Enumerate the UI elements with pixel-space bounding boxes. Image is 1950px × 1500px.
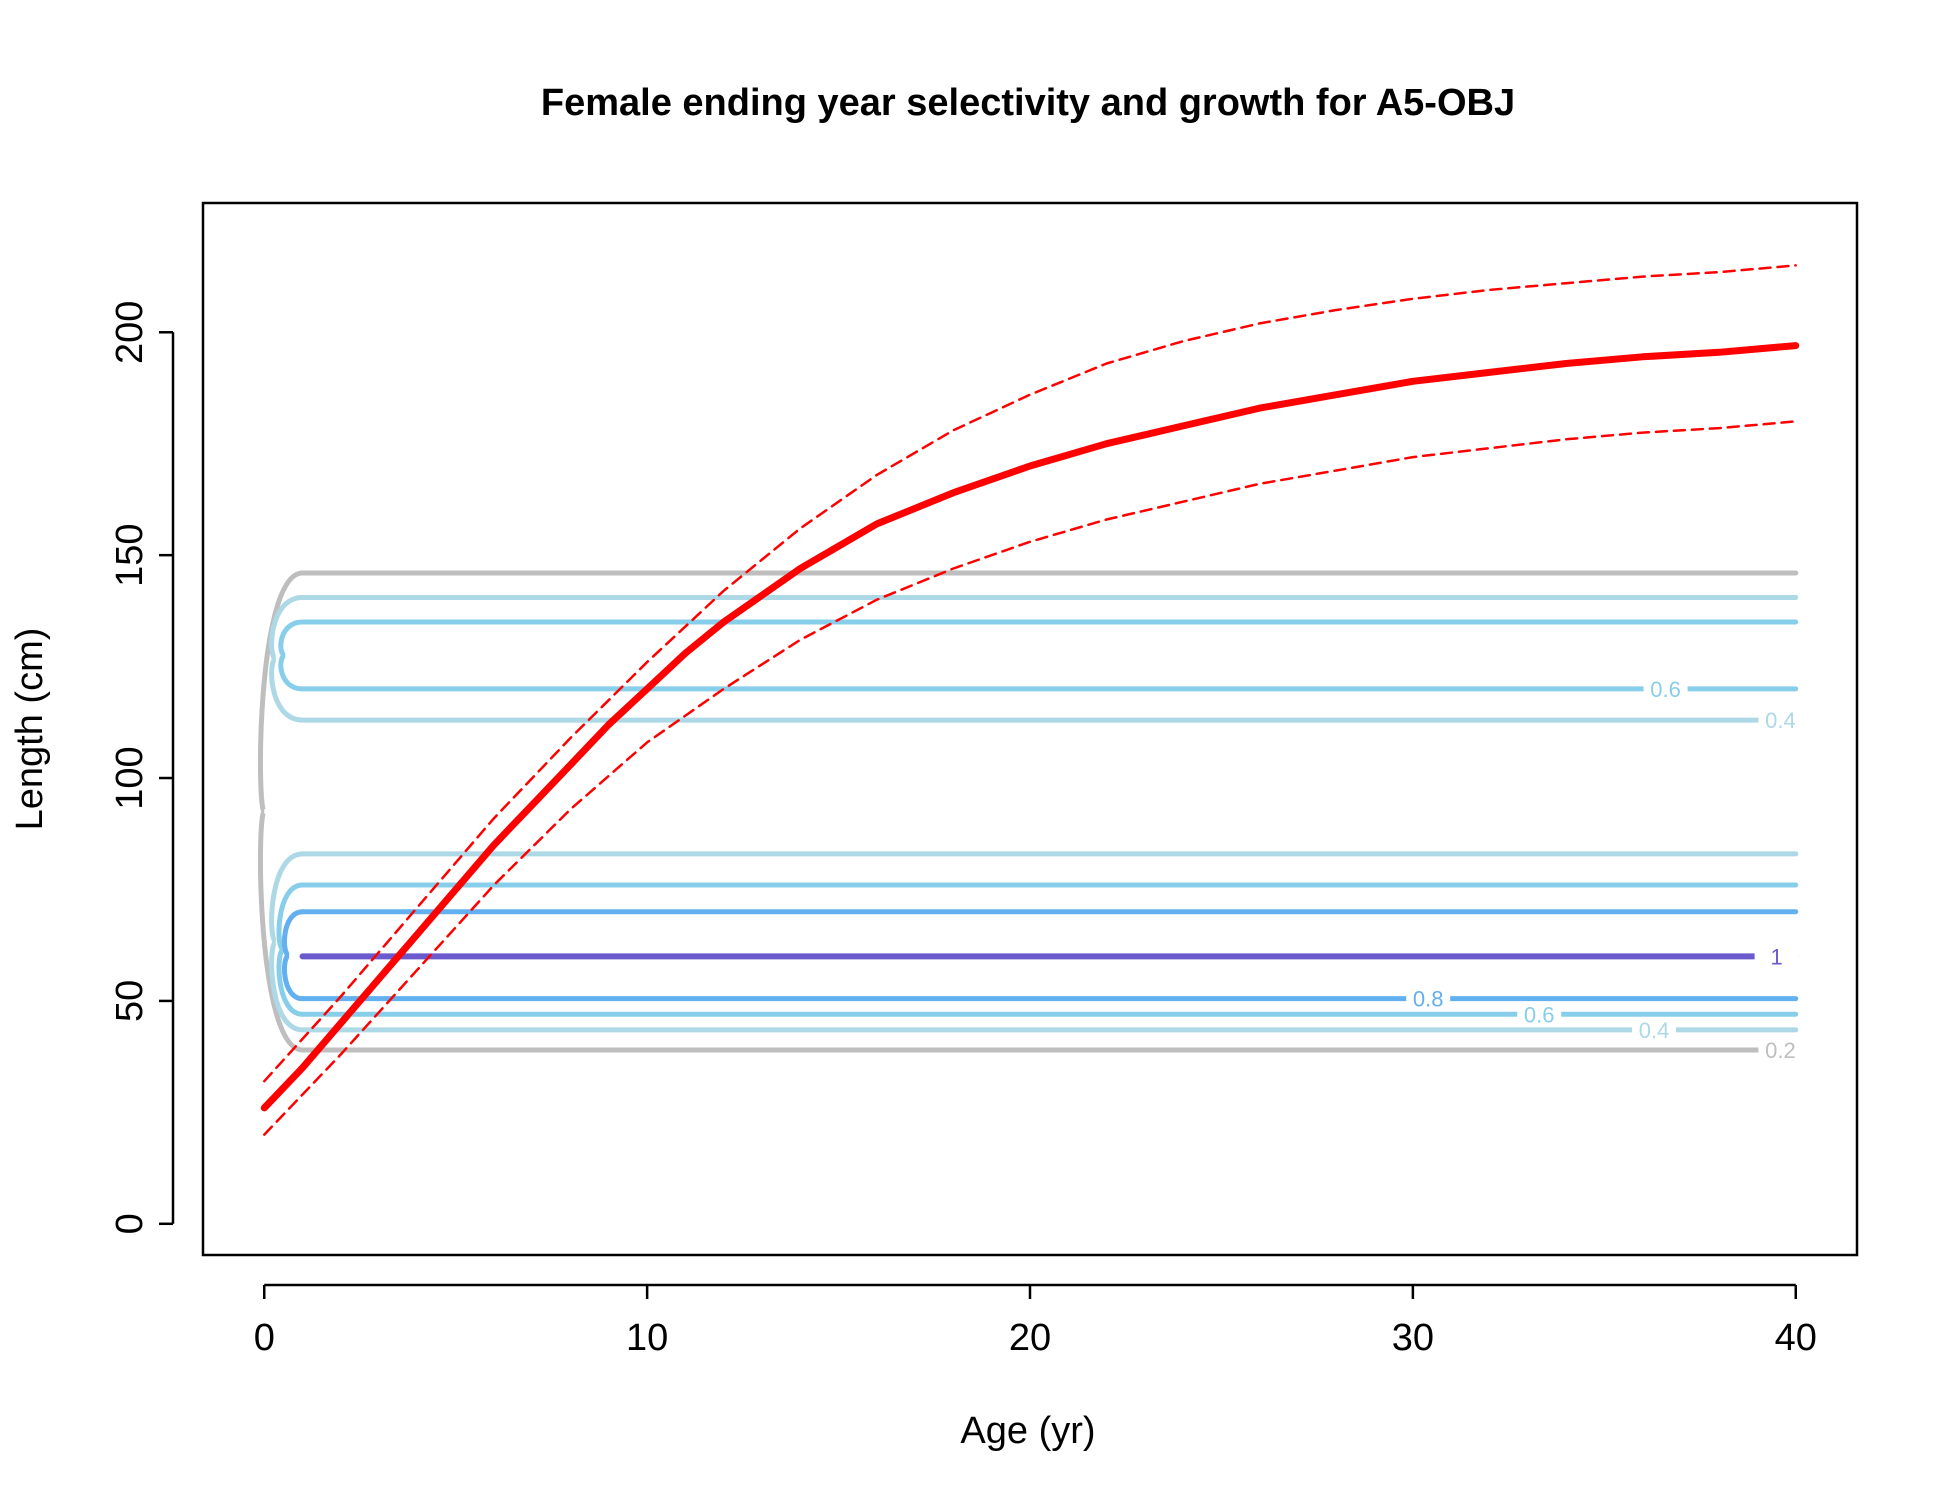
x-tick-label: 20 — [1009, 1317, 1051, 1359]
chart-title: Female ending year selectivity and growt… — [541, 82, 1515, 124]
contour-label: 0.4 — [1765, 708, 1796, 733]
growth-curves — [260, 264, 1800, 1136]
contour-label-bg — [1643, 676, 1688, 701]
y-tick-label: 0 — [109, 1213, 151, 1234]
x-tick-label: 10 — [626, 1317, 668, 1359]
contour-label: 0.6 — [1650, 677, 1681, 702]
contour-label-bg — [1517, 1002, 1562, 1027]
x-axis: 0 10 20 30 40 — [254, 1283, 1817, 1359]
growth-mean-line — [260, 342, 1800, 1112]
x-axis-label: Age (yr) — [960, 1410, 1095, 1452]
x-tick-label: 30 — [1392, 1317, 1434, 1359]
contour-label: 0.4 — [1639, 1018, 1670, 1043]
contour-label-bg — [1754, 944, 1799, 969]
contour-label-bg — [1758, 1037, 1803, 1062]
y-tick-label: 200 — [109, 301, 151, 364]
y-tick-label: 50 — [109, 980, 151, 1022]
growth-ci-upper-line — [263, 264, 1797, 1083]
y-axis: 0 50 100 150 200 — [109, 301, 175, 1234]
contour-labels: 0.2 0.4 0.6 0.8 0.4 0.6 1 — [1406, 676, 1803, 1063]
contour-closure-0-6 — [278, 619, 303, 692]
contour-label: 0.8 — [1413, 987, 1444, 1012]
y-tick-label: 150 — [109, 523, 151, 586]
contour-label: 0.2 — [1765, 1038, 1796, 1063]
plot-area-border — [201, 201, 1859, 1257]
x-tick-label: 0 — [254, 1317, 275, 1359]
contour-label: 0.6 — [1524, 1002, 1555, 1027]
contour-label-bg — [1758, 708, 1803, 733]
contour-closure-0-4 — [269, 595, 303, 723]
contour-label: 1 — [1770, 944, 1782, 969]
contour-label-bg — [1406, 986, 1451, 1011]
selectivity-contours — [257, 570, 1799, 1053]
contour-closure-0-4 — [269, 851, 303, 1033]
x-tick-label: 40 — [1775, 1317, 1817, 1359]
y-tick-label: 100 — [109, 746, 151, 809]
y-axis-label: Length (cm) — [9, 628, 51, 831]
contour-label-bg — [1632, 1017, 1677, 1042]
growth-ci-lower-line — [263, 420, 1797, 1136]
